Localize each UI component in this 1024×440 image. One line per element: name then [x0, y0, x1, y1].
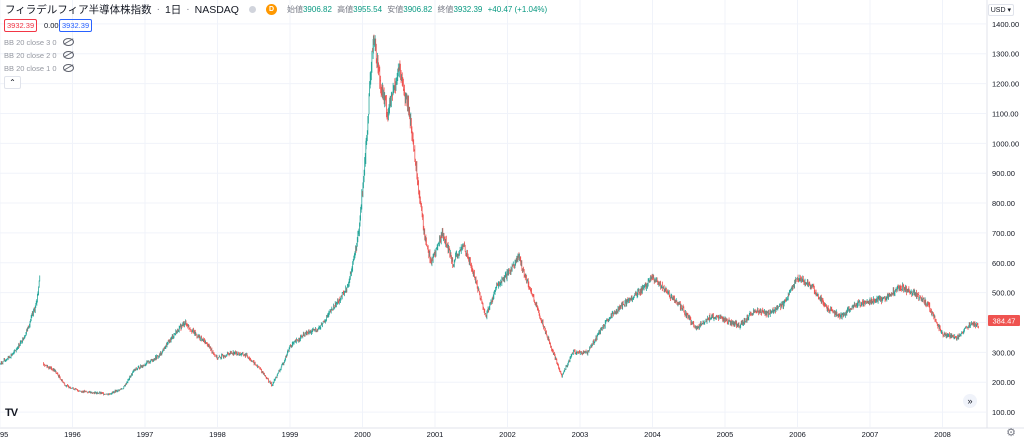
time-axis: 1995 1996 1997 1998 1999 2000 2001 2002 2003 2004… — [0, 430, 951, 439]
price-axis: 100.00200.00300.00400.00500.00600.00700.… — [992, 20, 1019, 417]
double-chevron-right-icon[interactable]: » — [963, 394, 977, 408]
x-tick-label: 2001 — [427, 430, 444, 439]
ohlc-values: 始値3906.82 高値3955.54 安値3906.82 終値3932.39 … — [287, 4, 550, 15]
x-tick-label: 1998 — [209, 430, 226, 439]
indicator-row[interactable]: BB 20 close 1 0 — [4, 62, 74, 74]
x-tick-label: 2008 — [934, 430, 951, 439]
eye-crossed-icon[interactable] — [62, 51, 74, 59]
candle-series — [0, 34, 979, 396]
symbol-name[interactable]: フィラデルフィア半導体株指数 — [5, 4, 152, 16]
y-tick-label: 1300.00 — [992, 50, 1019, 59]
low-value: 3906.82 — [403, 5, 433, 14]
y-tick-label: 900.00 — [992, 169, 1015, 178]
close-value: 3932.39 — [453, 5, 483, 14]
open-value: 3906.82 — [302, 5, 332, 14]
open-label: 始値 — [286, 5, 303, 14]
x-tick-label: 1996 — [64, 430, 81, 439]
y-tick-label: 300.00 — [992, 348, 1015, 357]
sell-price-button[interactable]: 3932.39 — [4, 19, 38, 32]
y-tick-label: 1000.00 — [992, 139, 1019, 148]
x-tick-label: 2000 — [354, 430, 371, 439]
x-tick-label: 2004 — [644, 430, 661, 439]
exchange-label[interactable]: NASDAQ — [194, 3, 239, 16]
low-label: 安値 — [387, 5, 404, 14]
delayed-data-icon[interactable]: D — [265, 4, 277, 15]
y-tick-label: 500.00 — [992, 289, 1015, 298]
y-tick-label: 1200.00 — [992, 80, 1019, 89]
x-tick-label: 2002 — [499, 430, 516, 439]
eye-crossed-icon[interactable] — [62, 38, 74, 46]
buy-price-button[interactable]: 3932.39 — [59, 19, 93, 32]
close-label: 終値 — [437, 5, 454, 14]
spread-value: 0.00 — [44, 21, 59, 30]
indicator-label: BB 20 close 1 0 — [4, 63, 57, 73]
last-price-value: 384.47 — [993, 317, 1016, 326]
y-tick-label: 800.00 — [992, 199, 1015, 208]
x-tick-label: 2007 — [862, 430, 879, 439]
currency-label: USD — [990, 7, 1006, 14]
y-tick-label: 1100.00 — [992, 109, 1019, 118]
x-tick-label: 1997 — [137, 430, 154, 439]
high-value: 3955.54 — [353, 5, 383, 14]
high-label: 高値 — [337, 5, 354, 14]
y-tick-label: 200.00 — [992, 378, 1015, 387]
status-dot-icon — [248, 6, 256, 13]
chevron-up-icon[interactable]: ⌃ — [4, 76, 21, 89]
currency-selector[interactable]: USD ▾ — [987, 4, 1014, 16]
x-tick-label: 2006 — [789, 430, 806, 439]
tradingview-logo[interactable]: TV — [5, 407, 18, 419]
indicator-label: BB 20 close 2 0 — [4, 50, 57, 60]
eye-crossed-icon[interactable] — [62, 64, 74, 72]
x-tick-label: 1999 — [282, 430, 299, 439]
y-tick-label: 700.00 — [992, 229, 1015, 238]
x-tick-label: 2005 — [717, 430, 734, 439]
y-tick-label: 100.00 — [992, 408, 1015, 417]
chart-grid — [0, 0, 986, 427]
indicator-row[interactable]: BB 20 close 2 0 — [4, 49, 74, 61]
gear-icon[interactable]: ⚙ — [1006, 427, 1016, 439]
indicator-label: BB 20 close 3 0 — [4, 37, 57, 47]
y-tick-label: 1400.00 — [992, 20, 1019, 29]
x-tick-label: 1995 — [0, 430, 8, 439]
interval-label[interactable]: 1日 — [164, 4, 182, 16]
indicator-row[interactable]: BB 20 close 3 0 — [4, 36, 74, 48]
separator-dot: · — [156, 4, 160, 15]
x-tick-label: 2003 — [572, 430, 589, 439]
separator-dot: · — [186, 4, 190, 15]
change-value: +40.47 (+1.04%) — [487, 5, 548, 14]
y-tick-label: 600.00 — [992, 259, 1015, 268]
last-price-label: 384.47 — [988, 315, 1020, 326]
symbol-header: フィラデルフィア半導体株指数 · 1日 · NASDAQ D 始値3906.82… — [5, 2, 550, 17]
